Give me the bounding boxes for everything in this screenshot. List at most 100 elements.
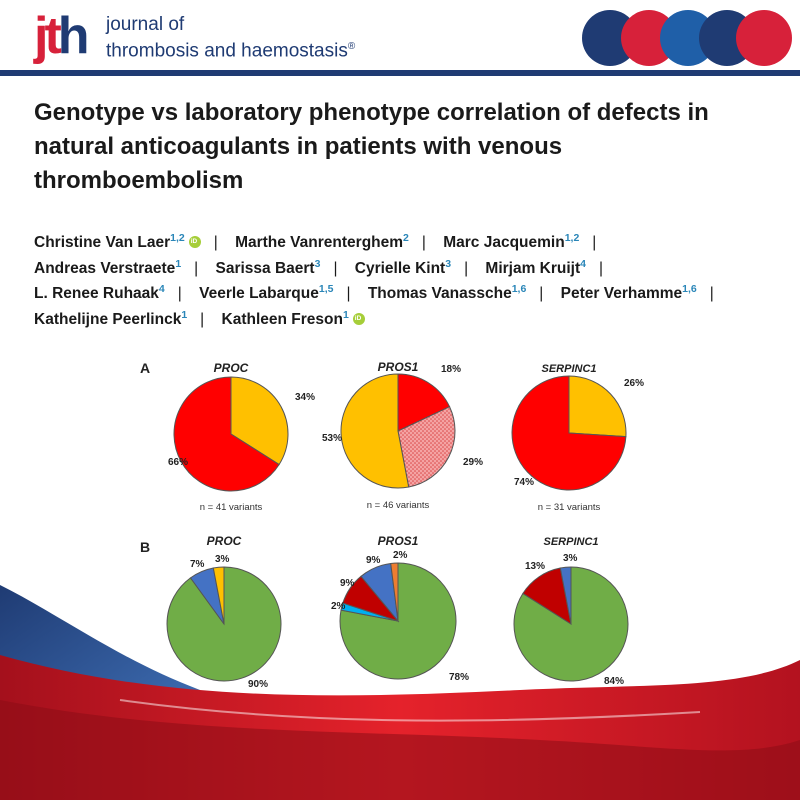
brand-circles-decoration [582, 10, 792, 66]
author-name-text: Cyrielle Kint [354, 259, 446, 277]
pie-slice [511, 375, 627, 491]
pie-slice-label: 53% [322, 433, 342, 444]
author-separator: | [539, 285, 544, 302]
author-affiliation: 4 [158, 283, 165, 295]
pie-chart-a-pros1: 18% 29% 53% PROS1 n = 46 variants [322, 360, 483, 511]
pie-slice [212, 566, 225, 625]
journal-name-line2: thrombosis and haemostasis [106, 40, 348, 62]
panel-label-b: B [140, 539, 150, 555]
author-name[interactable]: Kathelijne Peerlinck1 [34, 308, 188, 328]
author-name-text: Veerle Labarque [199, 285, 319, 302]
pie-slice [397, 373, 451, 432]
author-name[interactable]: Christine Van Laer1,2 [34, 232, 201, 251]
article-title: Genotype vs laboratory phenotype correla… [34, 99, 709, 194]
author-affiliation: 1,6 [682, 283, 697, 295]
pie-slice-label: 13% [525, 561, 545, 572]
journal-name-line1: journal of [106, 14, 185, 35]
pie-slice-label: 78% [449, 672, 469, 683]
author-name-text: Mirjam Kruijt [485, 259, 581, 277]
pie-slice-label: 9% [366, 555, 381, 566]
pie-slice-label: 18% [441, 364, 461, 375]
pie-slice-label: 2% [393, 550, 408, 561]
author-name[interactable]: Mirjam Kruijt4 [485, 257, 586, 277]
author-name-text: Thomas Vanassche [367, 285, 512, 302]
pie-slice [559, 566, 572, 625]
author-separator: | [177, 285, 182, 302]
author-affiliation: 1,2 [170, 232, 185, 244]
author-affiliation: 1 [342, 308, 349, 321]
pie-chart-title: PROS1 [378, 360, 419, 374]
journal-name: journal of thrombosis and haemostasis® [106, 14, 355, 62]
author-name[interactable]: Marthe Vanrenterghem2 [235, 232, 409, 251]
author-name[interactable]: Thomas Vanassche1,6 [367, 283, 527, 302]
author-separator: | [599, 259, 604, 277]
author-affiliation: 1,6 [511, 283, 527, 295]
pie-slice-label: 84% [604, 676, 624, 687]
author-name[interactable]: Marc Jacquemin1,2 [443, 233, 579, 251]
orcid-icon[interactable] [352, 312, 365, 325]
pie-chart-a-proc: 34% 66% PROC n = 41 variants [168, 361, 315, 513]
author-affiliation: 4 [580, 257, 586, 270]
author-separator: | [213, 234, 218, 251]
pie-slice-label: 9% [340, 578, 355, 589]
pie-slice-label: 7% [190, 559, 205, 570]
panel-label-a: A [140, 360, 150, 376]
author-name-text: Kathleen Freson [221, 310, 343, 328]
author-name-text: Marc Jacquemin [443, 234, 565, 251]
figure-pie-charts: A B 34% 66% PROC n = 41 variants 18% 29% 53% PR… [0, 360, 800, 800]
author-separator: | [333, 259, 338, 277]
pie-slice [568, 375, 627, 438]
pie-slice [173, 376, 280, 492]
author-name[interactable]: Sarissa Baert3 [215, 258, 321, 277]
pie-slice-label: 2% [331, 601, 346, 612]
pie-slice-label: 74% [514, 477, 534, 488]
author-name-text: L. Renee Ruhaak [34, 285, 159, 302]
pie-slice [513, 566, 629, 682]
author-affiliation: 1,5 [318, 283, 334, 295]
author-name[interactable]: Veerle Labarque1,5 [199, 283, 334, 302]
author-affiliation: 2 [403, 232, 409, 244]
pie-slice-label: 29% [463, 457, 483, 468]
pie-slice-label: 34% [295, 392, 315, 403]
author-name[interactable]: Cyrielle Kint3 [354, 257, 452, 277]
author-name[interactable]: Andreas Verstraete1 [34, 257, 182, 277]
author-name-text: Marthe Vanrenterghem [235, 234, 404, 251]
header-rule [0, 70, 800, 76]
pie-chart-b-pros1: 78% 2% 9% 9% 2% PROS1 [331, 534, 469, 683]
author-name-text: Peter Verhamme [560, 285, 683, 302]
pie-slice [339, 562, 457, 680]
author-affiliation: 1 [175, 257, 182, 270]
pie-slice-label: 66% [168, 457, 188, 468]
pie-slice-label: 3% [563, 553, 578, 564]
author-separator: | [346, 285, 351, 302]
author-separator: | [200, 310, 205, 328]
pie-chart-title: PROC [214, 361, 249, 375]
pie-chart-title: PROS1 [378, 534, 419, 548]
author-name-text: Christine Van Laer [34, 234, 171, 251]
orcid-icon[interactable] [188, 236, 201, 248]
pie-chart-b-serpinc1: 84% 13% 3% SERPINC1 [513, 536, 629, 687]
registered-mark: ® [347, 41, 356, 52]
pie-chart-caption: n = 46 variants [367, 500, 430, 511]
author-name[interactable]: L. Renee Ruhaak4 [34, 283, 165, 302]
journal-logo: jth [34, 7, 90, 65]
pie-slice [340, 373, 410, 489]
pie-slice-label: 26% [624, 378, 644, 389]
author-separator: | [421, 234, 426, 251]
author-name[interactable]: Peter Verhamme1,6 [560, 283, 697, 302]
pie-chart-title: SERPINC1 [541, 363, 596, 375]
pie-chart-title: SERPINC1 [543, 536, 598, 548]
author-separator: | [592, 234, 597, 251]
pie-slice [390, 562, 399, 622]
author-name[interactable]: Kathleen Freson1 [221, 308, 365, 328]
pie-chart-caption: n = 31 variants [538, 502, 601, 513]
journal-header: jth journal of thrombosis and haemostasi… [0, 0, 800, 76]
author-separator: | [194, 259, 199, 277]
author-name-text: Kathelijne Peerlinck [34, 310, 182, 328]
author-affiliation: 3 [445, 257, 452, 270]
pie-slice-label: 90% [248, 679, 268, 690]
author-name-text: Andreas Verstraete [34, 259, 176, 277]
author-name-text: Sarissa Baert [215, 259, 315, 277]
author-affiliation: 1 [181, 308, 188, 321]
pie-chart-b-proc: 90% 7% 3% PROC [166, 534, 282, 690]
